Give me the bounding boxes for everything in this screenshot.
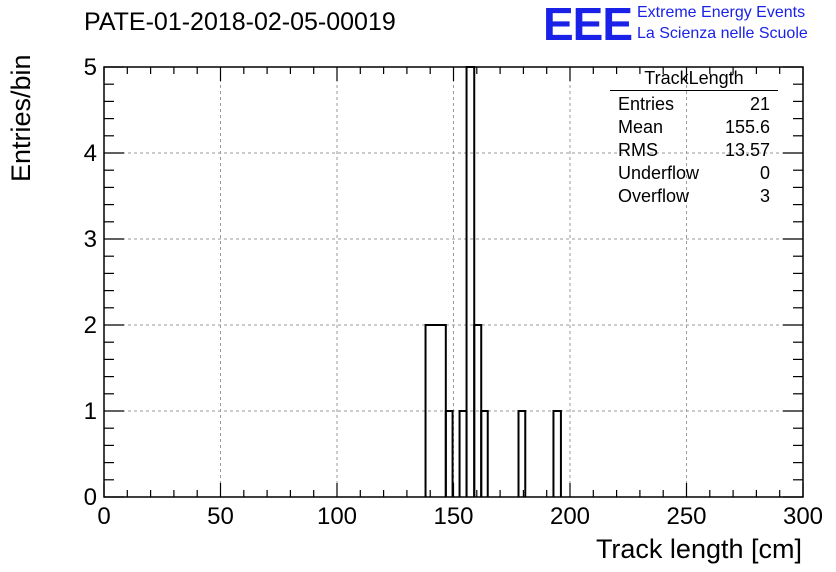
- x-tick-label: 50: [207, 503, 234, 530]
- histogram-bin-7: [517, 410, 527, 497]
- stats-row-entries: Entries 21: [610, 93, 778, 116]
- x-tick-label: 150: [433, 503, 473, 530]
- y-tick-label: 5: [84, 54, 97, 81]
- stats-label: Underflow: [618, 163, 700, 183]
- y-tick-label: 1: [84, 398, 97, 425]
- y-axis-label: Entries/bin: [6, 54, 36, 182]
- x-tick-label: 300: [783, 503, 823, 530]
- histogram-bin-8: [552, 410, 562, 497]
- y-tick-label: 2: [84, 312, 97, 339]
- chart-title: PATE-01-2018-02-05-00019: [84, 8, 396, 36]
- histogram-bin-4: [465, 66, 476, 497]
- stats-value: 13.57: [724, 140, 770, 160]
- x-tick-label: 200: [550, 503, 590, 530]
- axis-tick-labels: 0 50 100 150 200 250 300 0 1 2 3 4 5: [84, 54, 823, 530]
- stats-box: TrackLength Entries 21 Mean 155.6 RMS 13…: [610, 68, 778, 208]
- stats-value: 21: [749, 94, 770, 114]
- stats-row-underflow: Underflow 0: [610, 162, 778, 185]
- y-tick-label: 0: [84, 484, 97, 511]
- x-tick-label: 0: [97, 503, 110, 530]
- stats-label: RMS: [618, 140, 658, 160]
- axis-ticks: [103, 66, 804, 498]
- stats-row-overflow: Overflow 3: [610, 185, 778, 208]
- histogram-bin-6: [480, 410, 489, 497]
- stats-row-mean: Mean 155.6: [610, 116, 778, 139]
- stats-label: Overflow: [618, 186, 690, 206]
- stats-value: 155.6: [724, 117, 770, 137]
- histogram-bin-3: [458, 410, 468, 497]
- stats-label: Mean: [618, 117, 664, 137]
- x-axis-label: Track length [cm]: [595, 534, 802, 564]
- stats-title: TrackLength: [610, 68, 778, 91]
- logo-line-2: La Scienza nelle Scuole: [637, 25, 808, 42]
- stats-value: 3: [759, 186, 770, 206]
- x-tick-label: 250: [666, 503, 706, 530]
- y-tick-label: 4: [84, 140, 97, 167]
- eee-logo: EEE: [543, 0, 633, 50]
- x-tick-label: 100: [317, 503, 357, 530]
- logo-line-1: Extreme Energy Events: [637, 4, 806, 21]
- stats-value: 0: [759, 163, 770, 183]
- stats-label: Entries: [618, 94, 675, 114]
- histogram-bin-1: [444, 410, 454, 497]
- stats-row-rms: RMS 13.57: [610, 139, 778, 162]
- histogram-bars: [424, 66, 562, 497]
- y-tick-label: 3: [84, 226, 97, 253]
